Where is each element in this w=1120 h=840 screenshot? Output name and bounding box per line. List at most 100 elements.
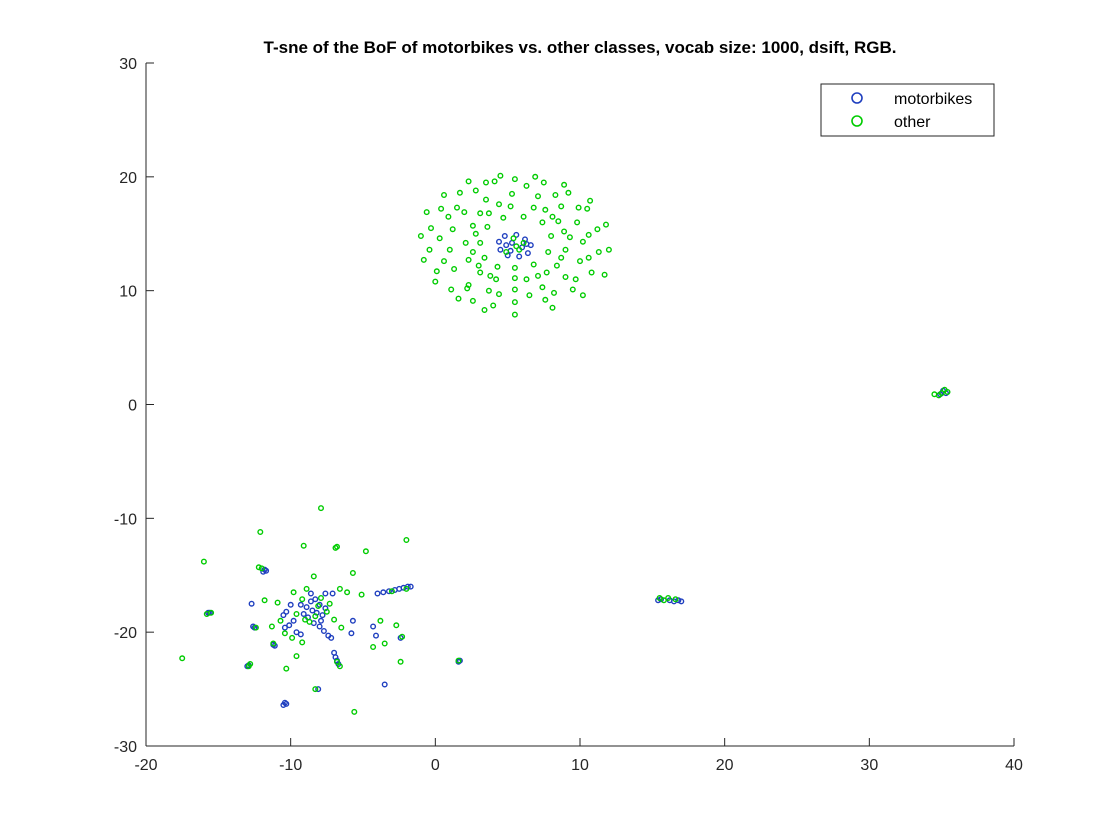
point-other-47	[584, 205, 591, 212]
point-other-56	[433, 268, 440, 275]
x-tick-label-4: 20	[716, 757, 734, 774]
point-other-147	[338, 624, 345, 631]
point-other-168	[312, 686, 319, 693]
point-other-141	[293, 611, 300, 618]
point-other-46	[594, 226, 601, 233]
point-other-23	[477, 269, 484, 276]
point-other-2	[545, 248, 552, 255]
point-other-74	[420, 256, 427, 263]
point-other-164	[381, 640, 388, 647]
point-other-51	[483, 179, 490, 186]
point-other-176	[203, 611, 210, 618]
point-other-12	[535, 272, 542, 279]
point-other-61	[549, 304, 556, 311]
point-other-96	[487, 272, 494, 279]
point-other-153	[318, 595, 325, 602]
point-motorbikes-69	[250, 623, 257, 630]
point-other-114	[944, 389, 951, 396]
chart-title: T-sne of the BoF of motorbikes vs. other…	[264, 38, 897, 57]
point-other-120	[318, 505, 325, 512]
point-other-145	[323, 608, 330, 615]
point-other-71	[441, 191, 448, 198]
point-other-132	[310, 573, 317, 580]
point-other-77	[481, 307, 488, 314]
point-other-87	[551, 289, 558, 296]
point-other-139	[274, 599, 281, 606]
point-other-134	[290, 589, 297, 596]
point-motorbikes-33	[318, 617, 325, 624]
point-other-54	[428, 225, 435, 232]
point-other-53	[438, 205, 445, 212]
point-other-57	[448, 286, 455, 293]
point-other-98	[543, 269, 550, 276]
point-other-95	[469, 248, 476, 255]
point-other-127	[200, 558, 207, 565]
point-other-55	[426, 246, 433, 253]
point-other-166	[399, 633, 406, 640]
point-motorbikes-44	[374, 590, 381, 597]
point-other-115	[935, 392, 942, 399]
point-motorbikes-80	[348, 630, 355, 637]
point-other-5	[520, 213, 527, 220]
legend-marker-other	[851, 115, 863, 127]
point-other-140	[299, 596, 306, 603]
point-other-99	[558, 254, 565, 261]
point-other-76	[455, 295, 462, 302]
point-motorbikes-72	[248, 600, 255, 607]
point-other-59	[490, 302, 497, 309]
point-other-171	[403, 585, 410, 592]
point-other-88	[526, 292, 533, 299]
point-other-103	[496, 201, 503, 208]
point-other-91	[441, 258, 448, 265]
point-motorbikes-83	[381, 681, 388, 688]
point-other-162	[283, 665, 290, 672]
point-other-142	[302, 616, 309, 623]
point-motorbikes-28	[307, 598, 314, 605]
point-motorbikes-61	[322, 590, 329, 597]
point-other-110	[513, 243, 520, 250]
legend-box	[820, 83, 995, 137]
point-motorbikes-64	[263, 567, 270, 574]
point-other-108	[516, 246, 523, 253]
point-other-129	[258, 565, 265, 572]
point-motorbikes-29	[300, 611, 307, 618]
point-other-58	[469, 297, 476, 304]
legend-label-other: other	[894, 114, 931, 131]
point-other-13	[553, 262, 560, 269]
point-motorbikes-81	[373, 632, 380, 639]
point-other-144	[312, 613, 319, 620]
point-other-90	[464, 285, 471, 292]
point-other-48	[565, 189, 572, 196]
point-other-163	[397, 658, 404, 665]
point-other-65	[603, 221, 610, 228]
point-other-124	[334, 543, 341, 550]
point-motorbikes-56	[286, 622, 293, 629]
y-tick-label-0: -30	[114, 739, 137, 756]
point-motorbikes-23	[303, 604, 310, 611]
x-tick-label-6: 40	[1005, 757, 1023, 774]
point-other-151	[299, 639, 306, 646]
x-tick-label-0: -20	[134, 757, 157, 774]
point-other-122	[300, 542, 307, 549]
point-other-154	[315, 603, 322, 610]
point-other-89	[496, 291, 503, 298]
point-motorbikes-37	[320, 628, 327, 635]
point-other-49	[540, 179, 547, 186]
point-other-73	[417, 232, 424, 239]
point-other-143	[306, 618, 313, 625]
point-other-20	[469, 222, 476, 229]
point-motorbikes-21	[675, 597, 682, 604]
y-tick-label-4: 10	[119, 284, 137, 301]
point-other-149	[281, 630, 288, 637]
point-other-101	[555, 218, 562, 225]
point-other-42	[542, 296, 549, 303]
x-tick-label-5: 30	[860, 757, 878, 774]
point-other-119	[672, 596, 679, 603]
point-motorbikes-59	[297, 631, 304, 638]
point-other-86	[572, 276, 579, 283]
point-other-31	[558, 203, 565, 210]
point-motorbikes-13	[523, 240, 530, 247]
x-tick-label-2: 0	[431, 757, 440, 774]
point-motorbikes-67	[283, 700, 290, 707]
point-motorbikes-79	[349, 617, 356, 624]
